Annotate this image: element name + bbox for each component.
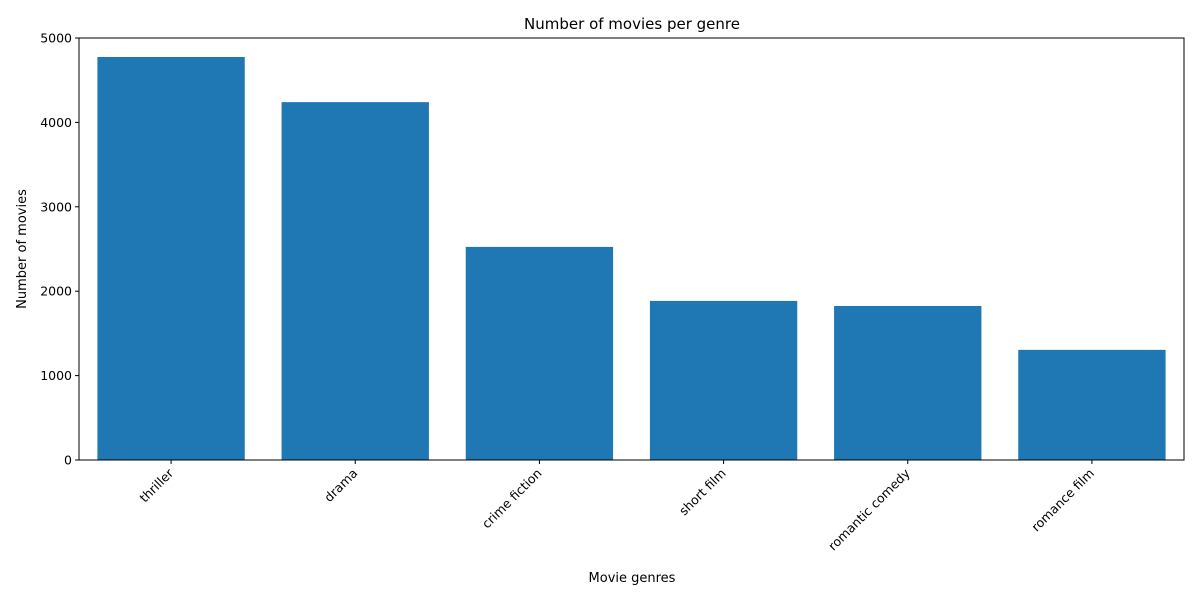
x-tick-label: romantic comedy: [825, 465, 913, 553]
x-tick-label: romance film: [1028, 466, 1097, 535]
x-tick-label: drama: [321, 466, 360, 505]
bar-romantic-comedy: [834, 305, 982, 460]
y-axis-label: Number of movies: [15, 189, 30, 309]
y-tick-label: 0: [64, 453, 72, 468]
y-axis-ticks: 0 1000 2000 3000 4000 5000: [40, 31, 79, 468]
bar-thriller: [97, 56, 245, 461]
bar-drama: [281, 102, 429, 461]
y-tick-label: 1000: [40, 368, 72, 383]
bar-romance-film: [1018, 349, 1166, 460]
x-tick-label: thriller: [136, 465, 176, 505]
chart-title: Number of movies per genre: [524, 15, 740, 33]
plot-frame: [78, 37, 1185, 461]
x-axis-label: Movie genres: [589, 571, 676, 586]
x-tick-label: crime fiction: [479, 466, 545, 532]
bar-short-film: [649, 300, 798, 460]
y-tick-label: 4000: [40, 115, 72, 130]
x-axis-ticks: thriller drama crime fiction short film roma…: [136, 460, 1097, 553]
y-tick-label: 3000: [40, 199, 72, 214]
y-tick-label: 5000: [40, 31, 72, 46]
x-tick-label: short film: [676, 466, 729, 519]
y-tick-label: 2000: [40, 284, 72, 299]
bars-group: [97, 56, 1166, 461]
bar-crime-fiction: [465, 246, 614, 460]
